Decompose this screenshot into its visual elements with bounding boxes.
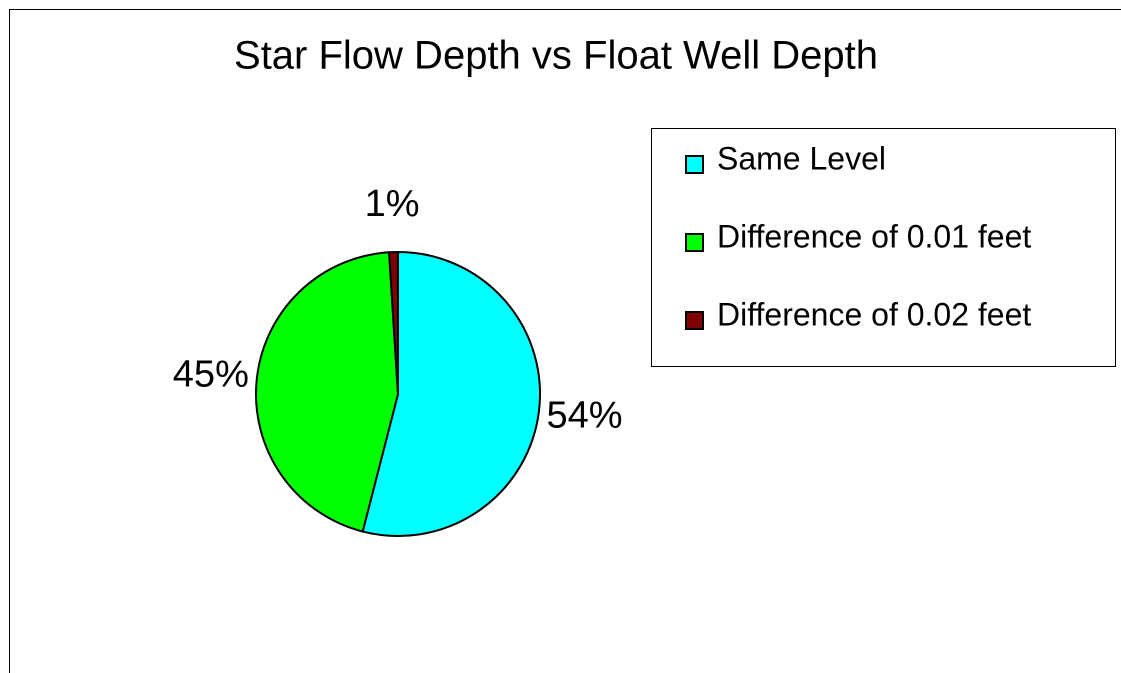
- pie-slice: [361, 250, 541, 537]
- legend-label: Same Level: [717, 140, 886, 176]
- legend-box: [651, 128, 1116, 367]
- data-label: 45%: [173, 353, 249, 395]
- data-label: 1%: [365, 183, 420, 225]
- chart-title: Star Flow Depth vs Float Well Depth: [234, 34, 878, 78]
- data-label: 54%: [546, 395, 622, 437]
- legend-label: Difference of 0.01 feet: [717, 218, 1031, 254]
- pie-slice: [255, 251, 400, 533]
- pie-slice: [388, 250, 399, 395]
- legend-swatch: [685, 233, 704, 252]
- legend-swatch: [685, 311, 704, 330]
- legend-label: Difference of 0.02 feet: [717, 296, 1031, 332]
- legend-swatch: [685, 155, 704, 174]
